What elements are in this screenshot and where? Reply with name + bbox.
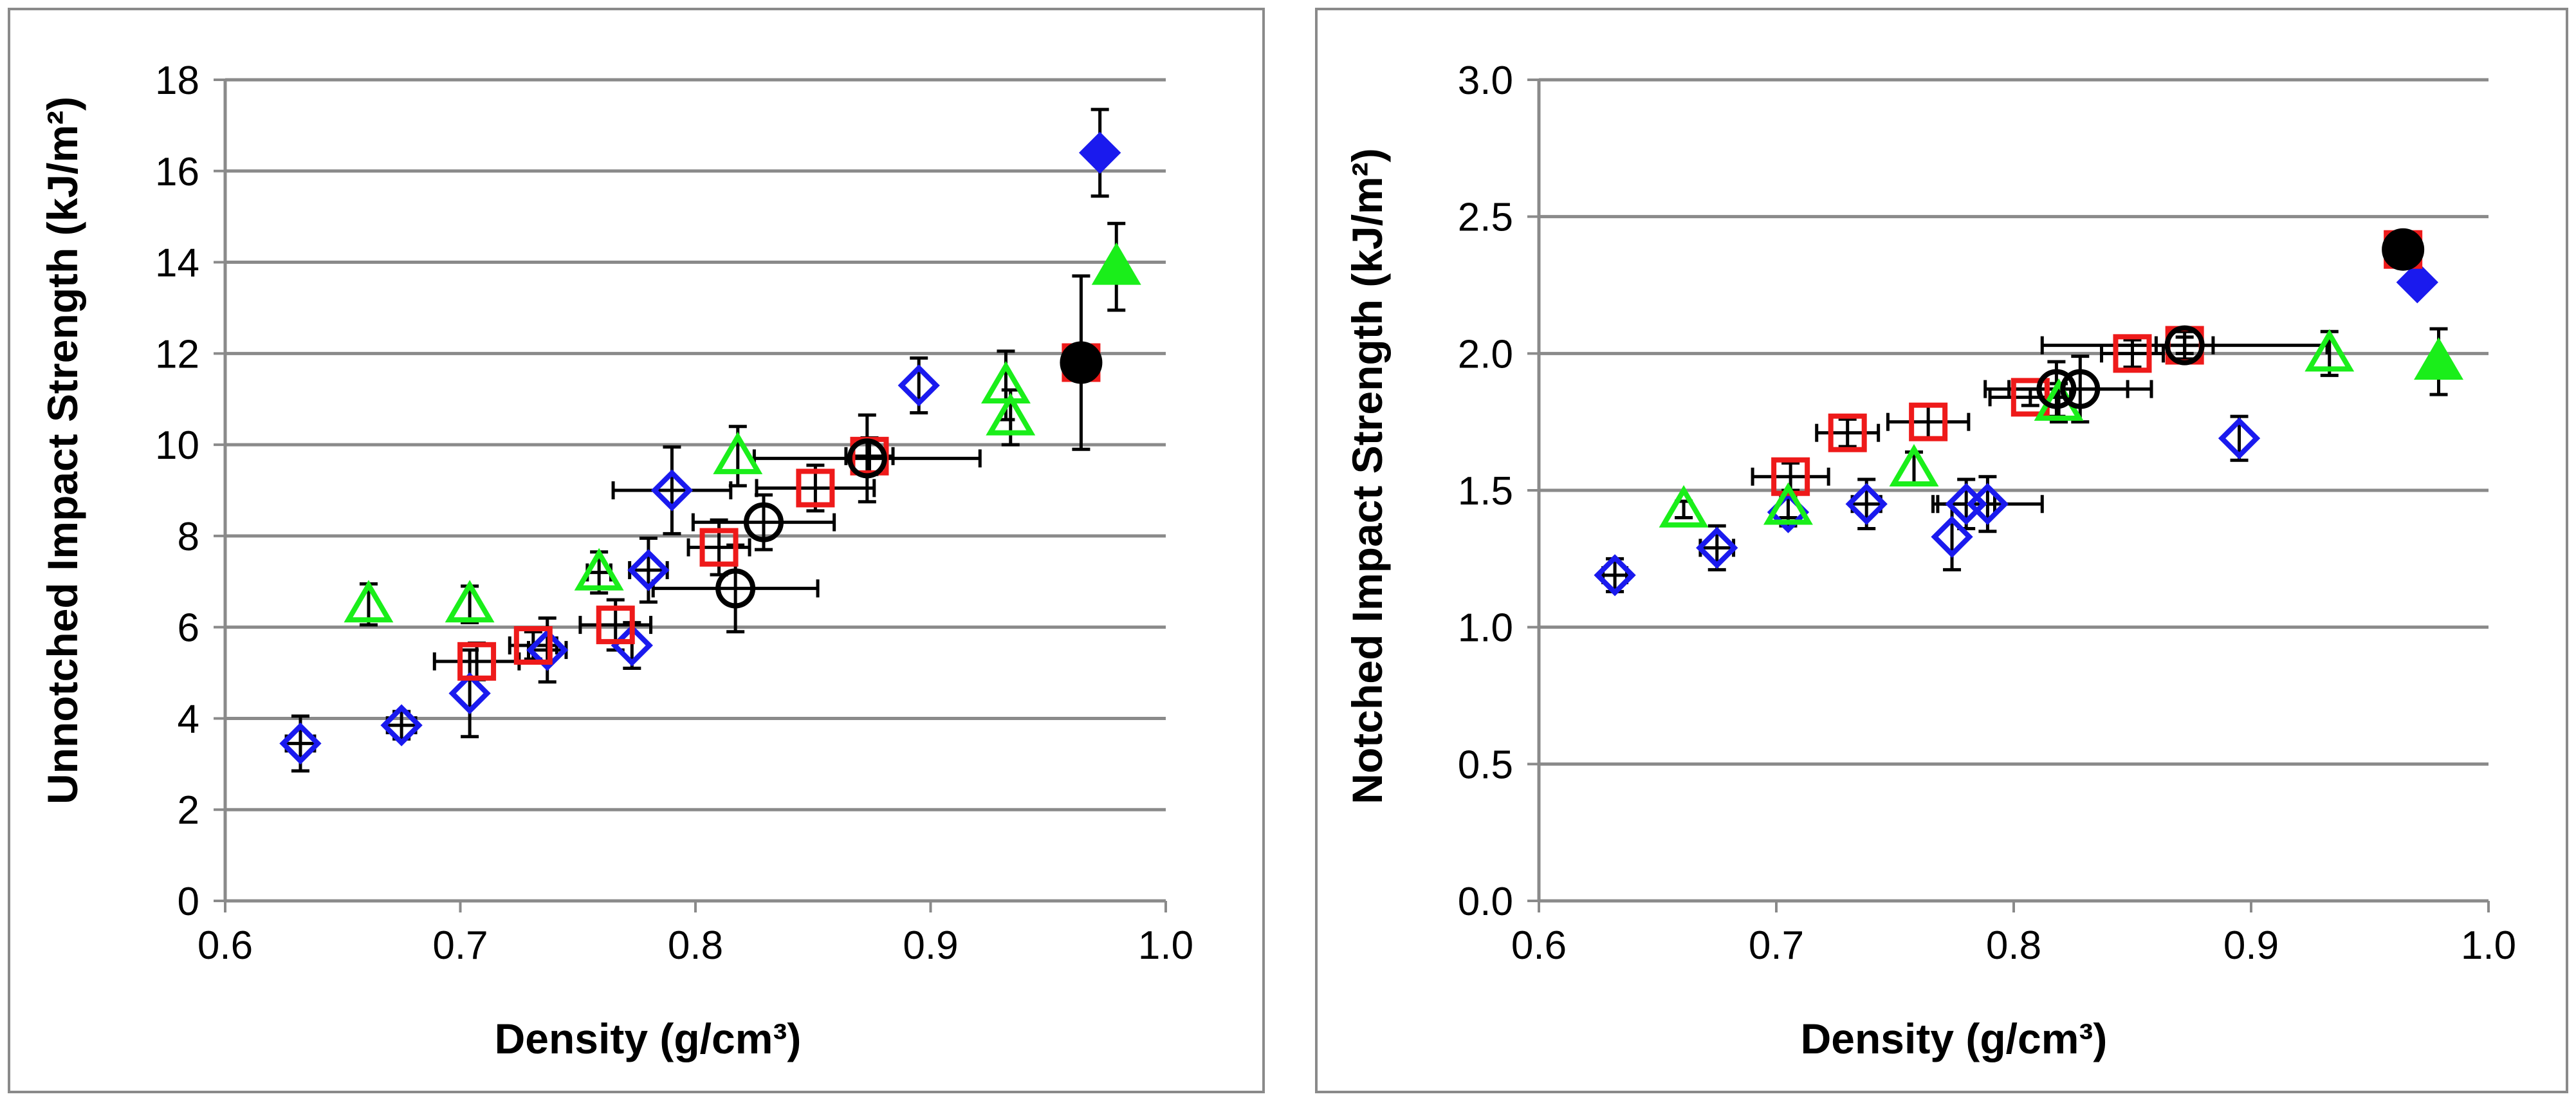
y-tick-label: 0.5 bbox=[1458, 743, 1513, 787]
open-diamond-marker bbox=[897, 364, 940, 407]
open-square-marker bbox=[596, 606, 635, 645]
open-diamond-marker bbox=[1594, 554, 1636, 597]
open-circle-marker bbox=[743, 502, 784, 542]
x-tick-label: 0.7 bbox=[432, 923, 488, 968]
y-tick-label: 10 bbox=[155, 423, 199, 468]
y-tick-label: 16 bbox=[155, 150, 199, 194]
open-square-marker bbox=[2113, 334, 2152, 373]
open-square-marker bbox=[457, 642, 497, 681]
y-tick-label: 12 bbox=[155, 332, 199, 376]
x-tick-label: 0.7 bbox=[1749, 923, 1804, 968]
open-circle-marker bbox=[2060, 369, 2101, 409]
open-diamond-marker bbox=[1696, 526, 1738, 569]
open-diamond-marker bbox=[380, 704, 423, 746]
y-tick-label: 4 bbox=[178, 697, 199, 741]
open-diamond-marker bbox=[448, 672, 491, 715]
x-axis-title: Density (g/cm³) bbox=[495, 1015, 802, 1062]
open-circle-marker bbox=[2164, 325, 2205, 365]
y-tick-label: 1.5 bbox=[1458, 469, 1513, 513]
open-triangle-marker bbox=[2305, 329, 2355, 372]
y-tick-label: 1.0 bbox=[1458, 606, 1513, 651]
open-triangle-marker bbox=[574, 548, 624, 591]
y-tick-label: 2.0 bbox=[1458, 332, 1513, 376]
y-axis-title: Unnotched Impact Strength (kJ/m²) bbox=[39, 97, 86, 804]
y-tick-labels: 0 2 4 6 8 10 12 14 16 18 bbox=[155, 59, 199, 924]
open-triangle-marker bbox=[986, 393, 1036, 436]
filled-circle-marker bbox=[1060, 341, 1103, 384]
y-tick-label: 14 bbox=[155, 241, 199, 286]
filled-diamond-marker bbox=[2396, 261, 2438, 304]
data-markers bbox=[1594, 228, 2463, 597]
open-square-marker bbox=[699, 528, 739, 567]
y-axis-title: Notched Impact Strength (kJ/m²) bbox=[1343, 148, 1391, 804]
y-tick-label: 2.5 bbox=[1458, 196, 1513, 240]
open-square-marker bbox=[1909, 402, 1948, 441]
open-square-marker bbox=[1828, 413, 1867, 452]
unnotched-chart-panel: 0 2 4 6 8 10 12 14 16 18 0.6 0.7 0.8 0.9 1.0 Density … bbox=[8, 8, 1265, 1093]
y-tick-label: 6 bbox=[178, 606, 199, 651]
y-tick-label: 8 bbox=[178, 515, 199, 559]
open-diamond-marker bbox=[1966, 483, 2009, 525]
x-tick-label: 1.0 bbox=[2461, 923, 2516, 968]
x-tick-label: 0.8 bbox=[668, 923, 723, 968]
filled-triangle-marker bbox=[2414, 337, 2463, 380]
open-triangle-marker bbox=[1659, 485, 1709, 528]
axes bbox=[1527, 79, 2490, 912]
open-circle-marker bbox=[847, 438, 887, 479]
y-tick-label: 2 bbox=[178, 788, 199, 833]
open-triangle-marker bbox=[445, 580, 495, 623]
x-tick-label: 0.8 bbox=[1986, 923, 2041, 968]
open-square-marker bbox=[796, 468, 835, 508]
axes bbox=[214, 79, 1167, 912]
open-triangle-marker bbox=[980, 361, 1031, 403]
open-triangle-marker bbox=[713, 431, 763, 474]
x-tick-label: 0.6 bbox=[198, 923, 253, 968]
notched-chart-panel: 0.0 0.5 1.0 1.5 2.0 2.5 3.0 0.6 0.7 0.8 0.9 1.0 De… bbox=[1315, 8, 2568, 1093]
open-triangle-marker bbox=[1763, 482, 1813, 525]
chart-frame bbox=[8, 8, 1265, 1093]
x-axis-title: Density (g/cm³) bbox=[1801, 1015, 2108, 1062]
open-diamond-marker bbox=[279, 722, 322, 765]
chart-frame bbox=[1315, 8, 2568, 1093]
error-bars bbox=[1601, 275, 2448, 593]
y-tick-labels: 0.0 0.5 1.0 1.5 2.0 2.5 3.0 bbox=[1458, 59, 1513, 924]
x-tick-label: 0.9 bbox=[2223, 923, 2279, 968]
x-tick-label: 1.0 bbox=[1138, 923, 1193, 968]
open-square-marker bbox=[513, 626, 553, 665]
x-tick-label: 0.6 bbox=[1511, 923, 1567, 968]
y-tick-label: 3.0 bbox=[1458, 59, 1513, 103]
open-diamond-marker bbox=[526, 629, 569, 671]
open-diamond-marker bbox=[1845, 483, 1888, 525]
grid-lines bbox=[225, 78, 1166, 811]
open-circle-marker bbox=[715, 568, 756, 609]
open-diamond-marker bbox=[1931, 515, 1973, 558]
x-tick-labels: 0.6 0.7 0.8 0.9 1.0 bbox=[1511, 923, 2516, 968]
x-tick-labels: 0.6 0.7 0.8 0.9 1.0 bbox=[198, 923, 1193, 968]
open-triangle-marker bbox=[1889, 444, 1939, 486]
open-triangle-marker bbox=[344, 580, 394, 623]
filled-triangle-marker bbox=[1091, 242, 1141, 285]
open-circle-marker bbox=[2036, 369, 2077, 409]
open-diamond-marker bbox=[650, 469, 694, 512]
y-tick-label: 0.0 bbox=[1458, 880, 1513, 924]
filled-diamond-marker bbox=[1079, 131, 1121, 174]
y-tick-label: 0 bbox=[178, 880, 199, 924]
open-diamond-marker bbox=[2218, 417, 2261, 459]
y-tick-label: 18 bbox=[155, 59, 199, 103]
open-diamond-marker bbox=[627, 549, 670, 591]
open-square-marker bbox=[2010, 378, 2050, 417]
x-tick-label: 0.9 bbox=[903, 923, 958, 968]
data-markers bbox=[279, 131, 1141, 765]
filled-circle-marker bbox=[2382, 228, 2425, 271]
